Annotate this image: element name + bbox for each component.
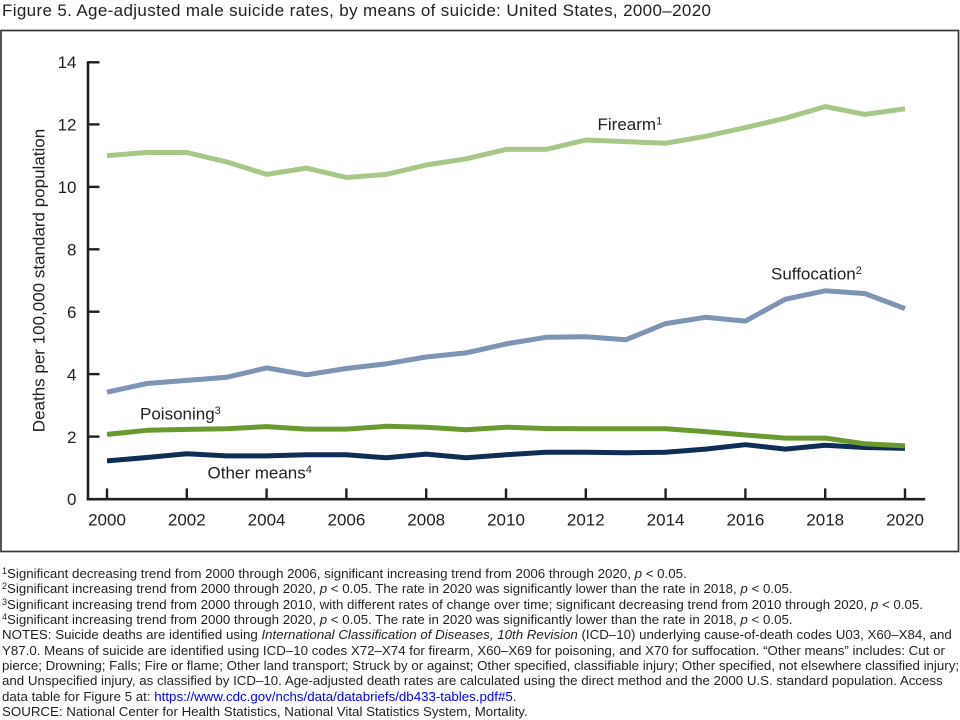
svg-text:10: 10 xyxy=(58,178,77,197)
svg-text:2000: 2000 xyxy=(88,511,126,530)
svg-text:2016: 2016 xyxy=(726,511,764,530)
svg-text:2012: 2012 xyxy=(567,511,605,530)
svg-text:2010: 2010 xyxy=(487,511,525,530)
svg-text:Other means4: Other means4 xyxy=(208,464,312,483)
svg-text:2006: 2006 xyxy=(327,511,365,530)
svg-text:14: 14 xyxy=(58,53,77,72)
svg-text:2002: 2002 xyxy=(168,511,206,530)
svg-text:Poisoning3: Poisoning3 xyxy=(140,405,221,424)
svg-text:2008: 2008 xyxy=(407,511,445,530)
svg-text:Suffocation2: Suffocation2 xyxy=(771,265,862,284)
svg-text:2004: 2004 xyxy=(248,511,286,530)
svg-text:2014: 2014 xyxy=(647,511,685,530)
svg-text:0: 0 xyxy=(67,490,76,509)
svg-text:12: 12 xyxy=(58,116,77,135)
svg-text:6: 6 xyxy=(67,303,76,322)
svg-text:2018: 2018 xyxy=(806,511,844,530)
svg-text:2: 2 xyxy=(67,428,76,447)
svg-text:2020: 2020 xyxy=(886,511,924,530)
svg-text:4: 4 xyxy=(67,365,76,384)
svg-text:8: 8 xyxy=(67,241,76,260)
svg-text:Firearm1: Firearm1 xyxy=(598,115,663,134)
svg-text:Deaths per 100,000 standard po: Deaths per 100,000 standard population xyxy=(30,129,49,432)
